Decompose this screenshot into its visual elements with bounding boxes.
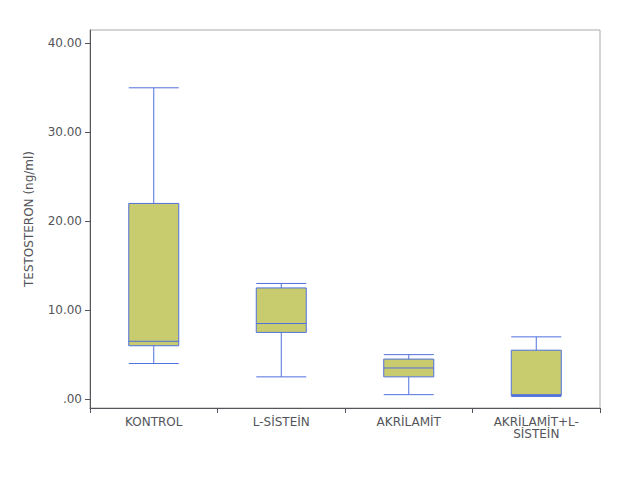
svg-text:20.00: 20.00 (48, 214, 82, 228)
svg-text:10.00: 10.00 (48, 303, 82, 317)
svg-text:.00: .00 (63, 392, 82, 406)
svg-text:AKRİLAMİT+L-: AKRİLAMİT+L- (493, 415, 579, 429)
svg-text:SİSTEİN: SİSTEİN (513, 426, 559, 441)
svg-text:TESTOSTERON (ng/ml): TESTOSTERON (ng/ml) (22, 151, 36, 288)
svg-text:40.00: 40.00 (48, 36, 82, 50)
svg-text:L-SİSTEİN: L-SİSTEİN (253, 414, 310, 429)
svg-text:AKRİLAMİT: AKRİLAMİT (377, 414, 442, 429)
svg-text:KONTROL: KONTROL (125, 415, 183, 429)
svg-text:30.00: 30.00 (48, 125, 82, 139)
